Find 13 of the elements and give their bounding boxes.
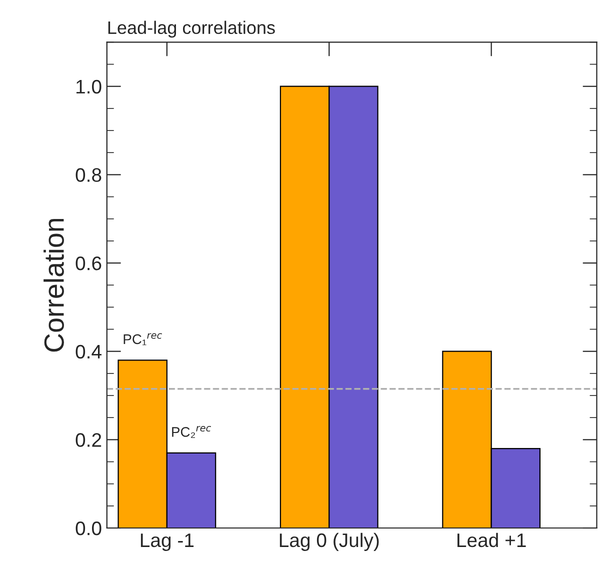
x-tick-label: Lag -1 <box>140 534 194 551</box>
y-tick-label: 0.4 <box>76 344 102 359</box>
series-label: PC₁$^{rec}$ <box>124 333 162 346</box>
y-tick-label: 0.6 <box>76 256 102 270</box>
series-label: PC₂$^{rec}$ <box>172 426 211 438</box>
chart-title: Lead-lag correlations <box>108 20 275 38</box>
y-tick-label: 0.2 <box>76 433 102 447</box>
y-tick-label: 0.0 <box>76 521 102 536</box>
x-tick-label: Lead +1 <box>458 532 526 548</box>
y-tick-label: 0.8 <box>76 168 102 182</box>
y-axis-title: Correlation <box>44 218 64 352</box>
y-tick-label: 1.0 <box>76 80 102 94</box>
x-tick-label: Lag 0 (July) <box>280 532 379 551</box>
